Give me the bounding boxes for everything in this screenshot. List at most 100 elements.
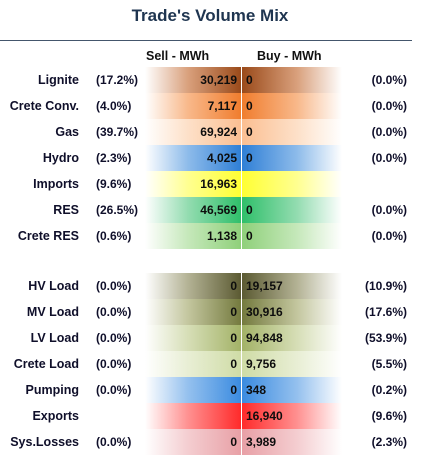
sell-cell: 0 <box>145 351 241 377</box>
sell-percent: (17.2%) <box>96 73 139 87</box>
row-mv-load: MV Load (0.0%) 0 30,916 (17.6%) <box>0 299 440 325</box>
buy-cell: 0 <box>242 223 342 249</box>
buy-percent: (0.0%) <box>371 203 407 217</box>
row-hv-load: HV Load (0.0%) 0 19,157 (10.9%) <box>0 273 440 299</box>
buy-value: 16,940 <box>246 409 283 423</box>
buy-percent: (9.6%) <box>371 409 407 423</box>
buy-value: 3,989 <box>246 435 277 449</box>
row-exports: Exports 16,940 (9.6%) <box>0 403 440 429</box>
sell-cell: 0 <box>145 299 241 325</box>
row-gas: Gas (39.7%) 69,924 0 (0.0%) <box>0 119 440 145</box>
row-imports: Imports (9.6%) 16,963 <box>0 171 440 197</box>
buy-value: 94,848 <box>246 331 283 345</box>
row-label: HV Load <box>28 279 79 293</box>
buy-value: 0 <box>246 73 253 87</box>
buy-value: 0 <box>246 229 253 243</box>
sell-value: 0 <box>230 305 237 319</box>
sell-percent: (0.0%) <box>96 435 132 449</box>
row-label: LV Load <box>30 331 79 345</box>
buy-value: 0 <box>246 99 253 113</box>
buy-cell: 0 <box>242 197 342 223</box>
sell-percent: (0.0%) <box>96 279 132 293</box>
buy-percent: (17.6%) <box>364 305 407 319</box>
center-divider-loads <box>241 273 242 455</box>
row-res: RES (26.5%) 46,569 0 (0.0%) <box>0 197 440 223</box>
buy-cell: 0 <box>242 67 342 93</box>
sell-percent: (0.6%) <box>96 229 132 243</box>
buy-cell <box>242 171 342 197</box>
buy-cell: 0 <box>242 145 342 171</box>
row-label: Sys.Losses <box>10 435 79 449</box>
sell-percent: (9.6%) <box>96 177 132 191</box>
sell-value: 1,138 <box>206 229 237 243</box>
buy-percent: (0.0%) <box>371 73 407 87</box>
sell-value: 4,025 <box>206 151 237 165</box>
row-label: Gas <box>55 125 79 139</box>
sell-percent: (0.0%) <box>96 305 132 319</box>
buy-cell: 348 <box>242 377 342 403</box>
sell-value: 0 <box>230 383 237 397</box>
sell-percent: (4.0%) <box>96 99 132 113</box>
buy-cell: 16,940 <box>242 403 342 429</box>
buy-percent: (5.5%) <box>371 357 407 371</box>
buy-cell: 0 <box>242 93 342 119</box>
buy-percent: (0.2%) <box>371 383 407 397</box>
sell-cell: 46,569 <box>145 197 241 223</box>
buy-value: 0 <box>246 125 253 139</box>
buy-percent: (0.0%) <box>371 99 407 113</box>
sell-percent: (26.5%) <box>96 203 139 217</box>
row-label: MV Load <box>26 305 79 319</box>
sell-percent: (39.7%) <box>96 125 139 139</box>
row-label: Crete Load <box>13 357 79 371</box>
sell-column-header: Sell - MWh <box>146 49 210 63</box>
sell-cell: 16,963 <box>145 171 241 197</box>
row-lignite: Lignite (17.2%) 30,219 0 (0.0%) <box>0 67 440 93</box>
row-label: Pumping <box>25 383 79 397</box>
buy-cell: 94,848 <box>242 325 342 351</box>
buy-cell: 3,989 <box>242 429 342 455</box>
row-crete-res: Crete RES (0.6%) 1,138 0 (0.0%) <box>0 223 440 249</box>
row-label: Crete RES <box>17 229 79 243</box>
sell-cell: 0 <box>145 429 241 455</box>
buy-value: 0 <box>246 203 253 217</box>
row-label: Lignite <box>38 73 79 87</box>
sell-percent: (0.0%) <box>96 383 132 397</box>
row-label: Imports <box>33 177 79 191</box>
buy-cell: 0 <box>242 119 342 145</box>
row-label: RES <box>53 203 79 217</box>
buy-cell: 9,756 <box>242 351 342 377</box>
row-lv-load: LV Load (0.0%) 0 94,848 (53.9%) <box>0 325 440 351</box>
sell-cell: 30,219 <box>145 67 241 93</box>
sell-cell: 69,924 <box>145 119 241 145</box>
row-sys-losses: Sys.Losses (0.0%) 0 3,989 (2.3%) <box>0 429 440 455</box>
sell-percent: (2.3%) <box>96 151 132 165</box>
sell-cell: 1,138 <box>145 223 241 249</box>
buy-value: 30,916 <box>246 305 283 319</box>
row-hydro: Hydro (2.3%) 4,025 0 (0.0%) <box>0 145 440 171</box>
buy-percent: (0.0%) <box>371 229 407 243</box>
buy-percent: (53.9%) <box>364 331 407 345</box>
buy-cell: 19,157 <box>242 273 342 299</box>
buy-percent: (0.0%) <box>371 125 407 139</box>
row-label: Hydro <box>42 151 79 165</box>
row-crete-conv: Crete Conv. (4.0%) 7,117 0 (0.0%) <box>0 93 440 119</box>
buy-percent: (2.3%) <box>371 435 407 449</box>
sell-value: 7,117 <box>207 99 237 113</box>
center-divider-generation <box>241 67 242 249</box>
buy-value: 0 <box>246 151 253 165</box>
sell-value: 16,963 <box>200 177 237 191</box>
row-label: Crete Conv. <box>9 99 79 113</box>
row-crete-load: Crete Load (0.0%) 0 9,756 (5.5%) <box>0 351 440 377</box>
sell-value: 46,569 <box>200 203 237 217</box>
buy-value: 348 <box>246 383 267 397</box>
buy-percent: (10.9%) <box>364 279 407 293</box>
row-pumping: Pumping (0.0%) 0 348 (0.2%) <box>0 377 440 403</box>
sell-value: 0 <box>230 331 237 345</box>
sell-percent: (0.0%) <box>96 357 132 371</box>
sell-value: 69,924 <box>200 125 237 139</box>
sell-value: 30,219 <box>200 73 237 87</box>
sell-cell: 0 <box>145 325 241 351</box>
sell-cell: 7,117 <box>145 93 241 119</box>
buy-column-header: Buy - MWh <box>257 49 322 63</box>
sell-value: 0 <box>230 279 237 293</box>
